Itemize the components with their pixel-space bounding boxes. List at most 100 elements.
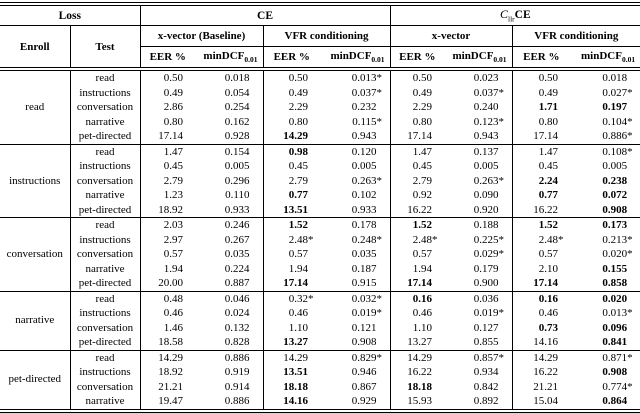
eer-cell: 2.10: [511, 261, 571, 276]
mindcf-cell: 0.127: [473, 321, 499, 334]
mindcf-cell: 0.005: [473, 160, 499, 172]
eer-cell: 17.14: [389, 276, 445, 291]
test-label: narrative: [69, 114, 140, 129]
table-row: read read 0.50 0.018 0.50 0.013* 0.50 0.023 0.50…: [0, 69, 640, 113]
mindcf-cell: 0.120: [351, 145, 377, 158]
eer-cell: 0.49: [389, 85, 445, 100]
eer-cell: 14.16: [262, 394, 320, 411]
mindcf-cell: 0.886*: [602, 130, 633, 142]
eer-cell: 0.49: [511, 85, 571, 100]
group-vfr-conditioning-cllr: VFR conditioning: [511, 25, 640, 47]
eer-cell: 0.50: [262, 69, 320, 86]
mindcf-cell: 0.934: [473, 366, 499, 378]
table-row: narrative read 0.48 0.046 0.32* 0.032* 0.16 0.0…: [0, 291, 640, 326]
eer-cell: 2.86: [139, 100, 195, 115]
mindcf-cell: 0.248*: [351, 233, 383, 246]
test-label: instructions: [69, 232, 140, 247]
eer-cell: 17.14: [139, 129, 195, 144]
eer-cell: 0.49: [262, 85, 320, 100]
table-row: conversation 1.46 0.132 1.10 0.121 1.10 0.127 0…: [0, 320, 640, 335]
enroll-label: conversation: [6, 248, 63, 260]
mindcf-cell: 0.232: [351, 101, 377, 113]
eer-cell: 17.14: [262, 276, 320, 291]
mindcf-cell: 0.238: [602, 174, 628, 187]
eer-cell: 2.48*: [511, 232, 571, 247]
eer-cell: 0.77: [262, 188, 320, 203]
cllr-ce-label: CE: [514, 9, 531, 22]
mindcf-header: minDCF0.01: [330, 49, 385, 65]
eer-cell: 0.16: [511, 291, 571, 306]
mindcf-cell: 0.213*: [602, 233, 633, 246]
eer-cell: 1.10: [389, 320, 445, 335]
mindcf-cell: 0.035: [224, 248, 250, 260]
eer-cell: 0.49: [139, 85, 195, 100]
eer-cell: 17.14: [511, 129, 571, 144]
mindcf-cell: 0.867: [351, 380, 377, 393]
test-label: read: [69, 69, 140, 86]
enroll-block: conversation read 2.03 0.246 1.52 0.178 1.52 0.…: [0, 217, 640, 291]
eer-cell: 13.27: [262, 335, 320, 350]
eer-cell: 1.47: [511, 144, 571, 159]
mindcf-cell: 0.900: [473, 277, 499, 289]
table-row: conversation 21.21 0.914 18.18 0.867 18.18 0.8…: [0, 379, 640, 394]
table-row: narrative 19.47 0.886 14.16 0.929 15.93 0.892 1…: [0, 394, 640, 411]
test-label: pet-directed: [69, 129, 140, 144]
mindcf-cell: 0.054: [224, 86, 250, 99]
mindcf-cell: 0.123*: [473, 115, 505, 128]
mindcf-cell: 0.240: [473, 101, 499, 113]
eer-cell: 18.92: [139, 365, 195, 380]
eer-cell: 2.48*: [389, 232, 445, 247]
mindcf-cell: 0.013*: [602, 307, 633, 319]
mindcf-cell: 0.096: [602, 321, 628, 334]
enroll-label: pet-directed: [8, 373, 62, 386]
mindcf-cell: 0.915: [351, 277, 377, 289]
mindcf-cell: 0.224: [224, 262, 250, 275]
mindcf-cell: 0.197: [602, 101, 628, 113]
eer-cell: 0.46: [139, 306, 195, 321]
mindcf-cell: 0.036: [473, 292, 499, 305]
eer-cell: 2.79: [139, 173, 195, 188]
mindcf-cell: 0.037*: [473, 86, 505, 99]
mindcf-cell: 0.841: [602, 336, 628, 348]
eer-cell: 14.16: [511, 335, 571, 350]
mindcf-header: minDCF0.01: [203, 49, 258, 65]
eer-cell: 0.57: [139, 247, 195, 262]
eer-cell: 14.29: [389, 350, 445, 365]
eer-cell: 16.22: [511, 365, 571, 380]
test-label: conversation: [69, 320, 140, 335]
table-row: instructions 2.97 0.267 2.48* 0.248* 2.48* 0.2…: [0, 232, 640, 247]
table-row: conversation 2.79 0.296 2.79 0.263* 2.79 0.263…: [0, 173, 640, 188]
mindcf-cell: 0.024: [224, 307, 250, 319]
table-row: narrative 1.23 0.110 0.77 0.102 0.92 0.090 0.77…: [0, 188, 640, 203]
eer-cell: 2.29: [262, 100, 320, 115]
mindcf-cell: 0.110: [225, 189, 250, 201]
eer-cell: 16.22: [389, 202, 445, 218]
mindcf-cell: 0.928: [224, 130, 250, 142]
table-row: instructions 0.46 0.024 0.46 0.019* 0.46 0.019…: [0, 306, 640, 321]
eer-cell: 0.45: [262, 159, 320, 174]
eer-cell: 1.52: [262, 217, 320, 233]
test-label: read: [69, 350, 140, 365]
eer-cell: 14.29: [511, 350, 571, 365]
group-xvector-cllr: x-vector: [389, 25, 513, 47]
enroll-header: Enroll: [19, 40, 50, 53]
eer-cell: 13.51: [262, 365, 320, 380]
mindcf-cell: 0.046: [224, 292, 250, 305]
mindcf-cell: 0.154: [224, 145, 250, 158]
eer-cell: 1.47: [389, 144, 445, 159]
mindcf-cell: 0.892: [473, 395, 499, 407]
mindcf-cell: 0.020*: [602, 248, 633, 260]
table-row: conversation read 2.03 0.246 1.52 0.178 1.52 0.…: [0, 217, 640, 260]
mindcf-cell: 0.263*: [473, 174, 505, 187]
test-label: instructions: [69, 85, 140, 100]
table-row: conversation 2.86 0.254 2.29 0.232 2.29 0.240 1…: [0, 100, 640, 115]
mindcf-cell: 0.188: [473, 219, 499, 231]
eer-cell: 0.32*: [262, 291, 320, 306]
eer-header: EER %: [139, 46, 195, 69]
test-label: conversation: [69, 173, 140, 188]
eer-cell: 1.46: [139, 320, 195, 335]
eer-cell: 17.14: [511, 276, 571, 291]
mindcf-cell: 0.162: [224, 115, 250, 128]
test-label: instructions: [69, 159, 140, 174]
eer-cell: 0.57: [389, 247, 445, 262]
